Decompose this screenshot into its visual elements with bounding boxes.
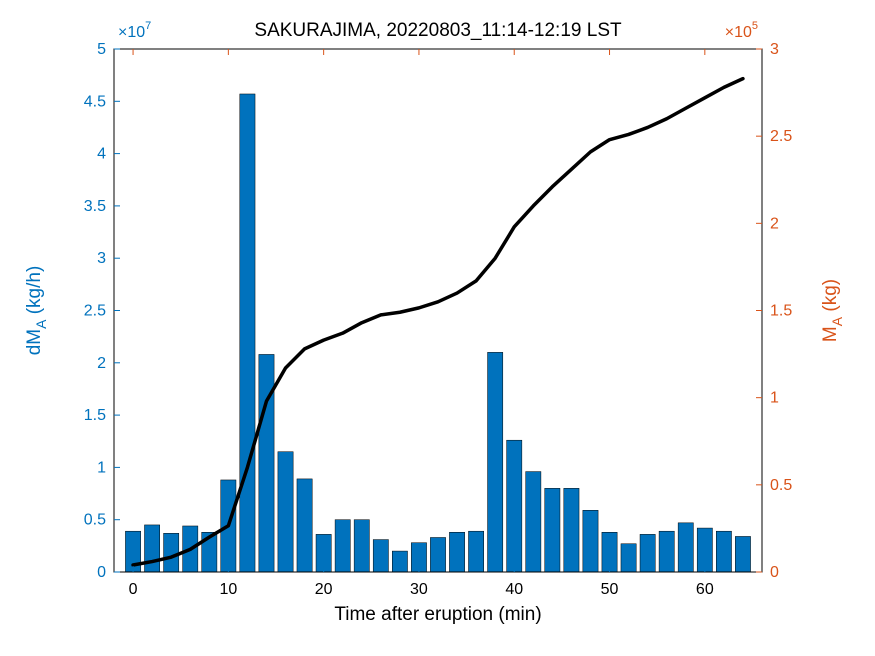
ytick-label-left: 1 [97, 459, 106, 476]
bar [468, 531, 483, 572]
ytick-label-left: 3.5 [84, 198, 106, 215]
bar [373, 540, 388, 572]
xtick-label: 10 [219, 581, 237, 598]
ytick-label-left: 4.5 [84, 93, 106, 110]
bar [697, 528, 712, 572]
bar [507, 440, 522, 572]
ytick-label-left: 2.5 [84, 303, 106, 320]
bar [240, 94, 255, 572]
bar [259, 354, 274, 572]
ytick-label-left: 4 [97, 146, 106, 163]
bar [545, 488, 560, 572]
ytick-label-left: 0 [97, 564, 106, 581]
bar [164, 533, 179, 572]
bar [449, 532, 464, 572]
ytick-label-left: 2 [97, 355, 106, 372]
xtick-label: 40 [505, 581, 523, 598]
ytick-label-left: 5 [97, 41, 106, 58]
ytick-label-right: 2 [770, 215, 779, 232]
ytick-label-right: 1 [770, 390, 779, 407]
bar [297, 479, 312, 572]
ytick-label-right: 0.5 [770, 477, 792, 494]
chart-svg: 00.511.522.533.544.5500.511.522.53010203… [0, 0, 875, 656]
xtick-label: 0 [129, 581, 138, 598]
ytick-label-right: 2.5 [770, 128, 792, 145]
xtick-label: 30 [410, 581, 428, 598]
bar [488, 352, 503, 572]
ytick-label-right: 1.5 [770, 303, 792, 320]
x-axis-label: Time after eruption (min) [334, 604, 541, 625]
ytick-label-right: 3 [770, 41, 779, 58]
bar [335, 520, 350, 572]
bar [430, 537, 445, 572]
bar [392, 551, 407, 572]
ytick-label-left: 1.5 [84, 407, 106, 424]
bar [735, 536, 750, 572]
bar [526, 472, 541, 572]
bar [354, 520, 369, 572]
ytick-label-left: 0.5 [84, 512, 106, 529]
bar [564, 488, 579, 572]
bar [144, 525, 159, 572]
ytick-label-left: 3 [97, 250, 106, 267]
chart-container: 00.511.522.533.544.5500.511.522.53010203… [0, 0, 875, 656]
ytick-label-right: 0 [770, 564, 779, 581]
chart-title: SAKURAJIMA, 20220803_11:14-12:19 LST [254, 20, 622, 41]
bar [621, 544, 636, 572]
bar [583, 510, 598, 572]
xtick-label: 20 [315, 581, 333, 598]
xtick-label: 50 [601, 581, 619, 598]
bar [716, 531, 731, 572]
bar [678, 523, 693, 572]
xtick-label: 60 [696, 581, 714, 598]
bar [640, 534, 655, 572]
bar [659, 531, 674, 572]
bar [278, 452, 293, 572]
